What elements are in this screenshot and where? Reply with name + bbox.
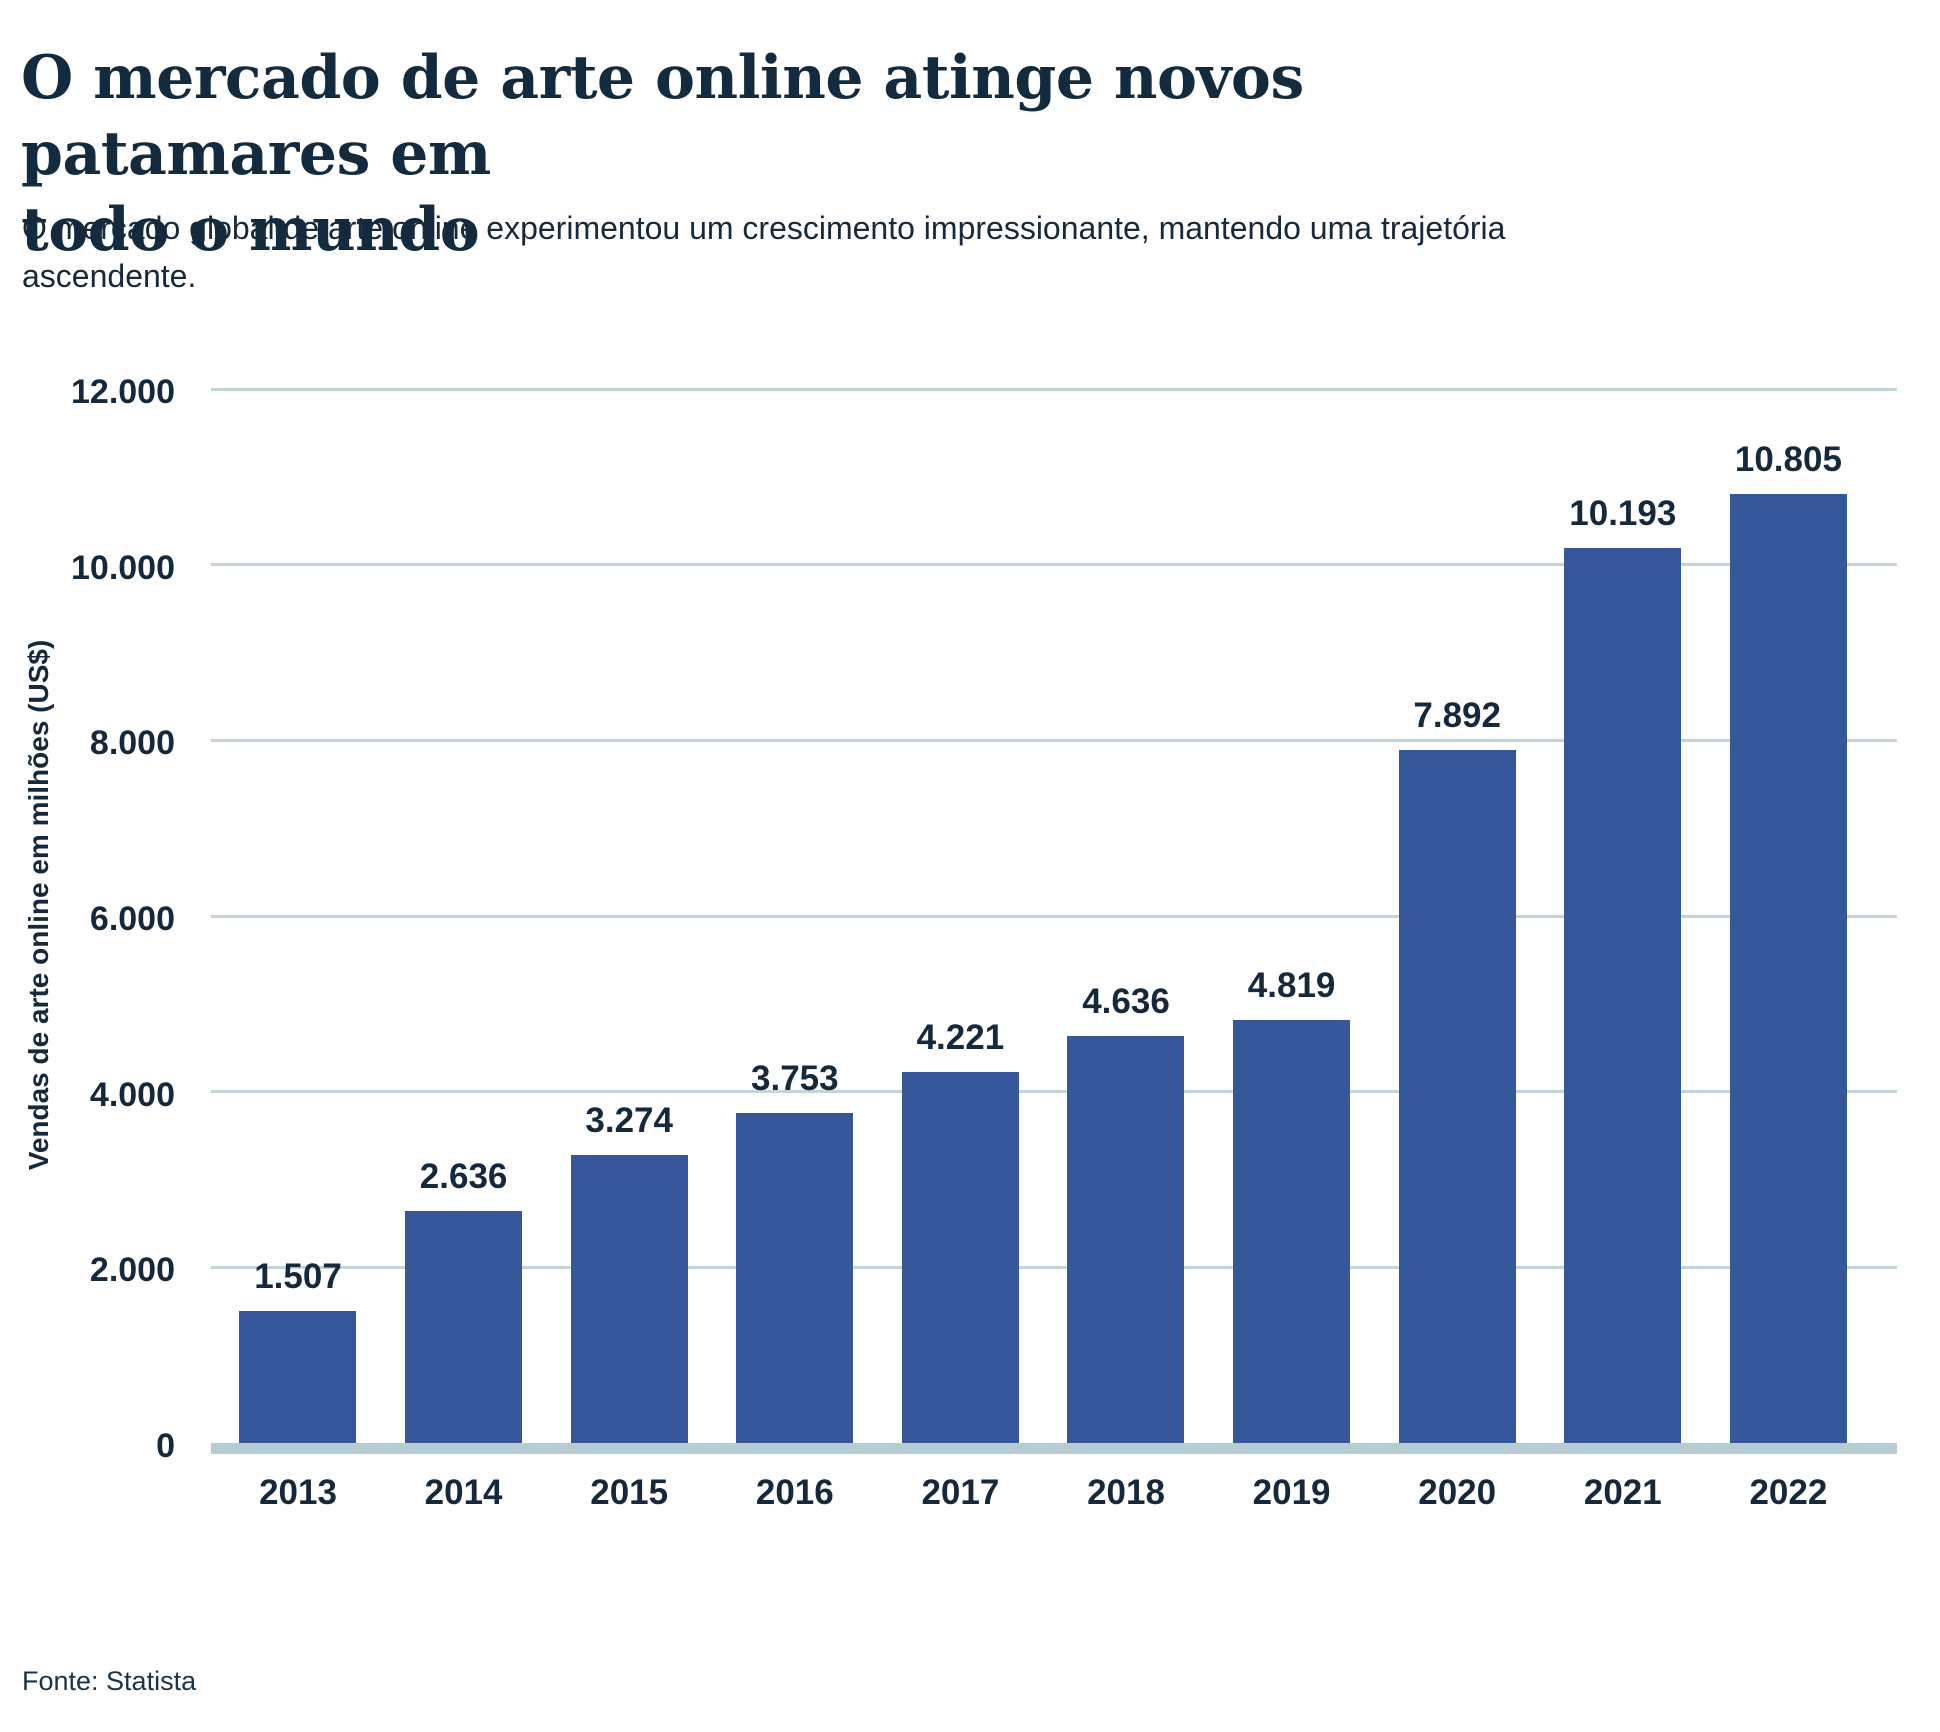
value-label-2021: 10.193 [1569,493,1677,533]
page-title: O mercado de arte online atinge novos pa… [21,40,1581,268]
page-subtitle-line-1: O mercado global de arte online experime… [22,210,1506,246]
y-tick-label-4000: 4.000 [89,1075,175,1114]
value-label-2013: 1.507 [254,1256,342,1296]
x-tick-label-2013: 2013 [259,1473,337,1512]
x-tick-label-2018: 2018 [1087,1473,1165,1512]
y-tick-label-0: 0 [156,1427,175,1465]
gridline-12000 [211,387,1897,391]
y-tick-label-6000: 6.000 [89,900,175,938]
bar-2017 [901,1072,1019,1443]
bar-2014 [404,1211,522,1443]
x-tick-label-2017: 2017 [921,1473,1000,1512]
y-tick-label-12000: 12.000 [71,373,175,411]
page-subtitle: O mercado global de arte online experime… [22,204,1582,300]
x-tick-label-2022: 2022 [1749,1473,1828,1512]
gridline-6000 [211,914,1897,918]
y-tick-label-8000: 8.000 [89,724,175,763]
x-tick-label-2015: 2015 [590,1473,669,1512]
y-tick-label-10000: 10.000 [71,548,175,587]
value-label-2022: 10.805 [1734,439,1842,479]
x-axis-line [211,1443,1897,1454]
x-tick-label-2019: 2019 [1252,1473,1331,1512]
x-tick-label-2014: 2014 [424,1473,503,1512]
value-label-2016: 3.753 [751,1059,839,1099]
x-tick-label-2020: 2020 [1418,1473,1497,1512]
gridline-10000 [211,563,1897,567]
bar-2022 [1729,493,1847,1443]
bar-2018 [1067,1035,1185,1443]
gridline-2000 [211,1265,1897,1269]
value-label-2019: 4.819 [1247,965,1336,1005]
x-tick-label-2016: 2016 [755,1473,834,1512]
value-label-2015: 3.274 [585,1101,673,1141]
y-tick-label-2000: 2.000 [89,1251,175,1290]
gridline-8000 [211,738,1897,742]
value-label-2020: 7.892 [1413,695,1501,735]
bar-2020 [1398,749,1516,1443]
gridline-4000 [211,1090,1897,1094]
bar-2013 [239,1310,357,1443]
bar-2021 [1564,547,1682,1443]
bar-2016 [736,1113,854,1443]
plot-area: 1.507 2013 2.636 2014 3.274 2015 3.753 2016 4.22… [211,387,1897,1512]
page-title-line-2: todo o mundo [21,195,480,266]
source-note: Fonte: Statista [22,1666,197,1696]
page-subtitle-line-2: ascendente. [22,258,197,294]
value-label-2018: 4.636 [1082,981,1170,1021]
x-tick-label-2021: 2021 [1583,1473,1662,1512]
bar-2015 [570,1155,688,1443]
page-title-line-1: O mercado de arte online atinge novos pa… [21,43,1304,190]
value-label-2017: 4.221 [916,1018,1005,1058]
bar-2019 [1232,1019,1350,1443]
value-label-2014: 2.636 [419,1157,508,1197]
